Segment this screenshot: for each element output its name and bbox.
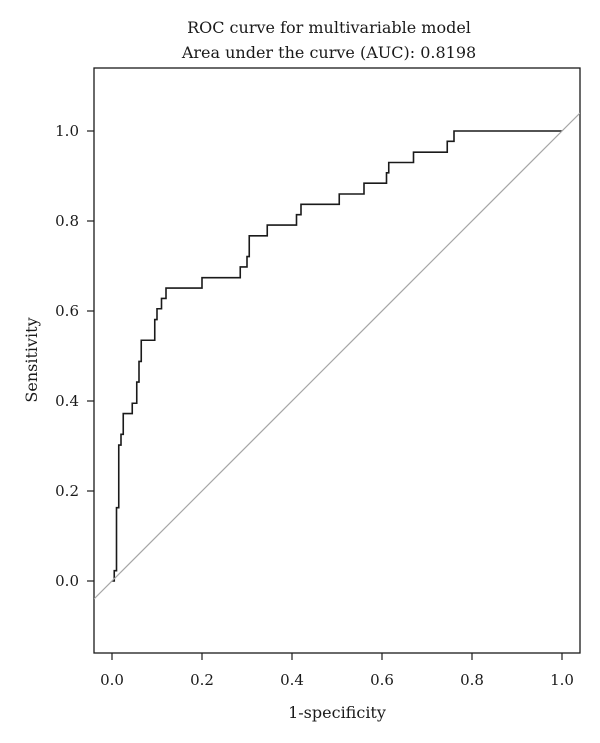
y-tick-label: 1.0 [55, 122, 79, 140]
x-tick-label: 1.0 [550, 671, 574, 689]
roc-curve-line [112, 130, 562, 582]
x-tick-label: 0.0 [100, 671, 124, 689]
chart-title-line-1: ROC curve for multivariable model [187, 18, 471, 37]
x-tick-label: 0.8 [460, 671, 484, 689]
x-tick-label: 0.2 [190, 671, 214, 689]
x-tick-label: 0.6 [370, 671, 394, 689]
y-tick-label: 0.8 [55, 212, 79, 230]
y-tick-label: 0.4 [55, 392, 79, 410]
reference-diagonal-line [94, 112, 580, 600]
y-tick-label: 0.6 [55, 302, 79, 320]
y-tick-label: 0.2 [55, 482, 79, 500]
x-tick-label: 0.4 [280, 671, 304, 689]
plot-area [94, 112, 580, 600]
y-axis: 0.0 0.2 0.4 0.6 0.8 1.0 [55, 122, 94, 590]
y-tick-label: 0.0 [55, 572, 79, 590]
y-axis-label: Sensitivity [22, 317, 41, 402]
plot-frame [93, 67, 581, 654]
x-axis-label: 1-specificity [288, 703, 386, 722]
x-axis: 0.0 0.2 0.4 0.6 0.8 1.0 [100, 653, 574, 689]
chart-title-line-2: Area under the curve (AUC): 0.8198 [181, 43, 476, 62]
